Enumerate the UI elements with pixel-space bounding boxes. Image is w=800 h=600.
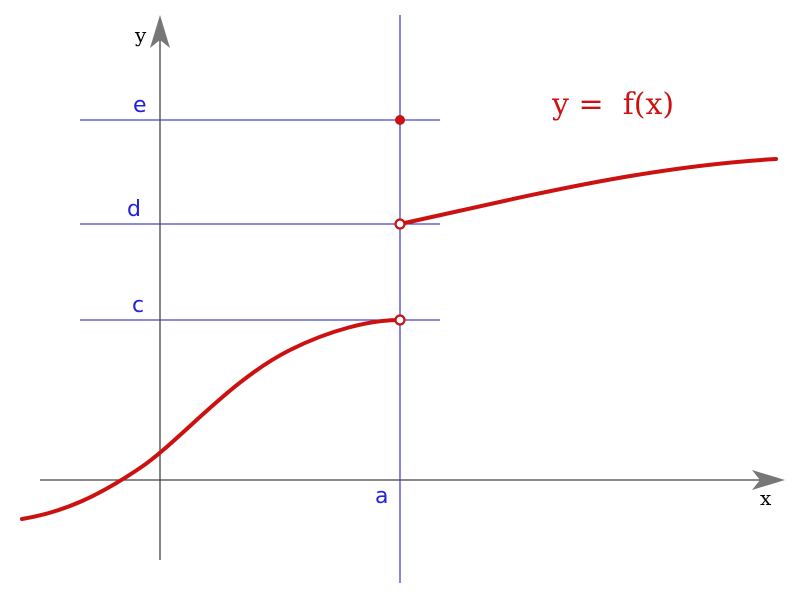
guide-label-e: e — [133, 93, 147, 118]
x-axis-label: x — [760, 486, 772, 510]
y-axis-label: y — [134, 23, 147, 47]
y-axis-arrow-icon — [150, 15, 170, 48]
x-axis-arrow-icon — [752, 470, 785, 490]
curve-right-branch — [398, 157, 778, 226]
open-point-d — [394, 218, 406, 230]
function-label: y = f(x) — [551, 87, 674, 122]
guide-label-c: c — [132, 293, 144, 318]
guide-label-d: d — [127, 197, 141, 222]
guide-label-a: a — [375, 484, 388, 509]
open-point-c — [394, 314, 406, 326]
curve-left-branch — [20, 318, 402, 521]
filled-point-e — [395, 115, 405, 125]
